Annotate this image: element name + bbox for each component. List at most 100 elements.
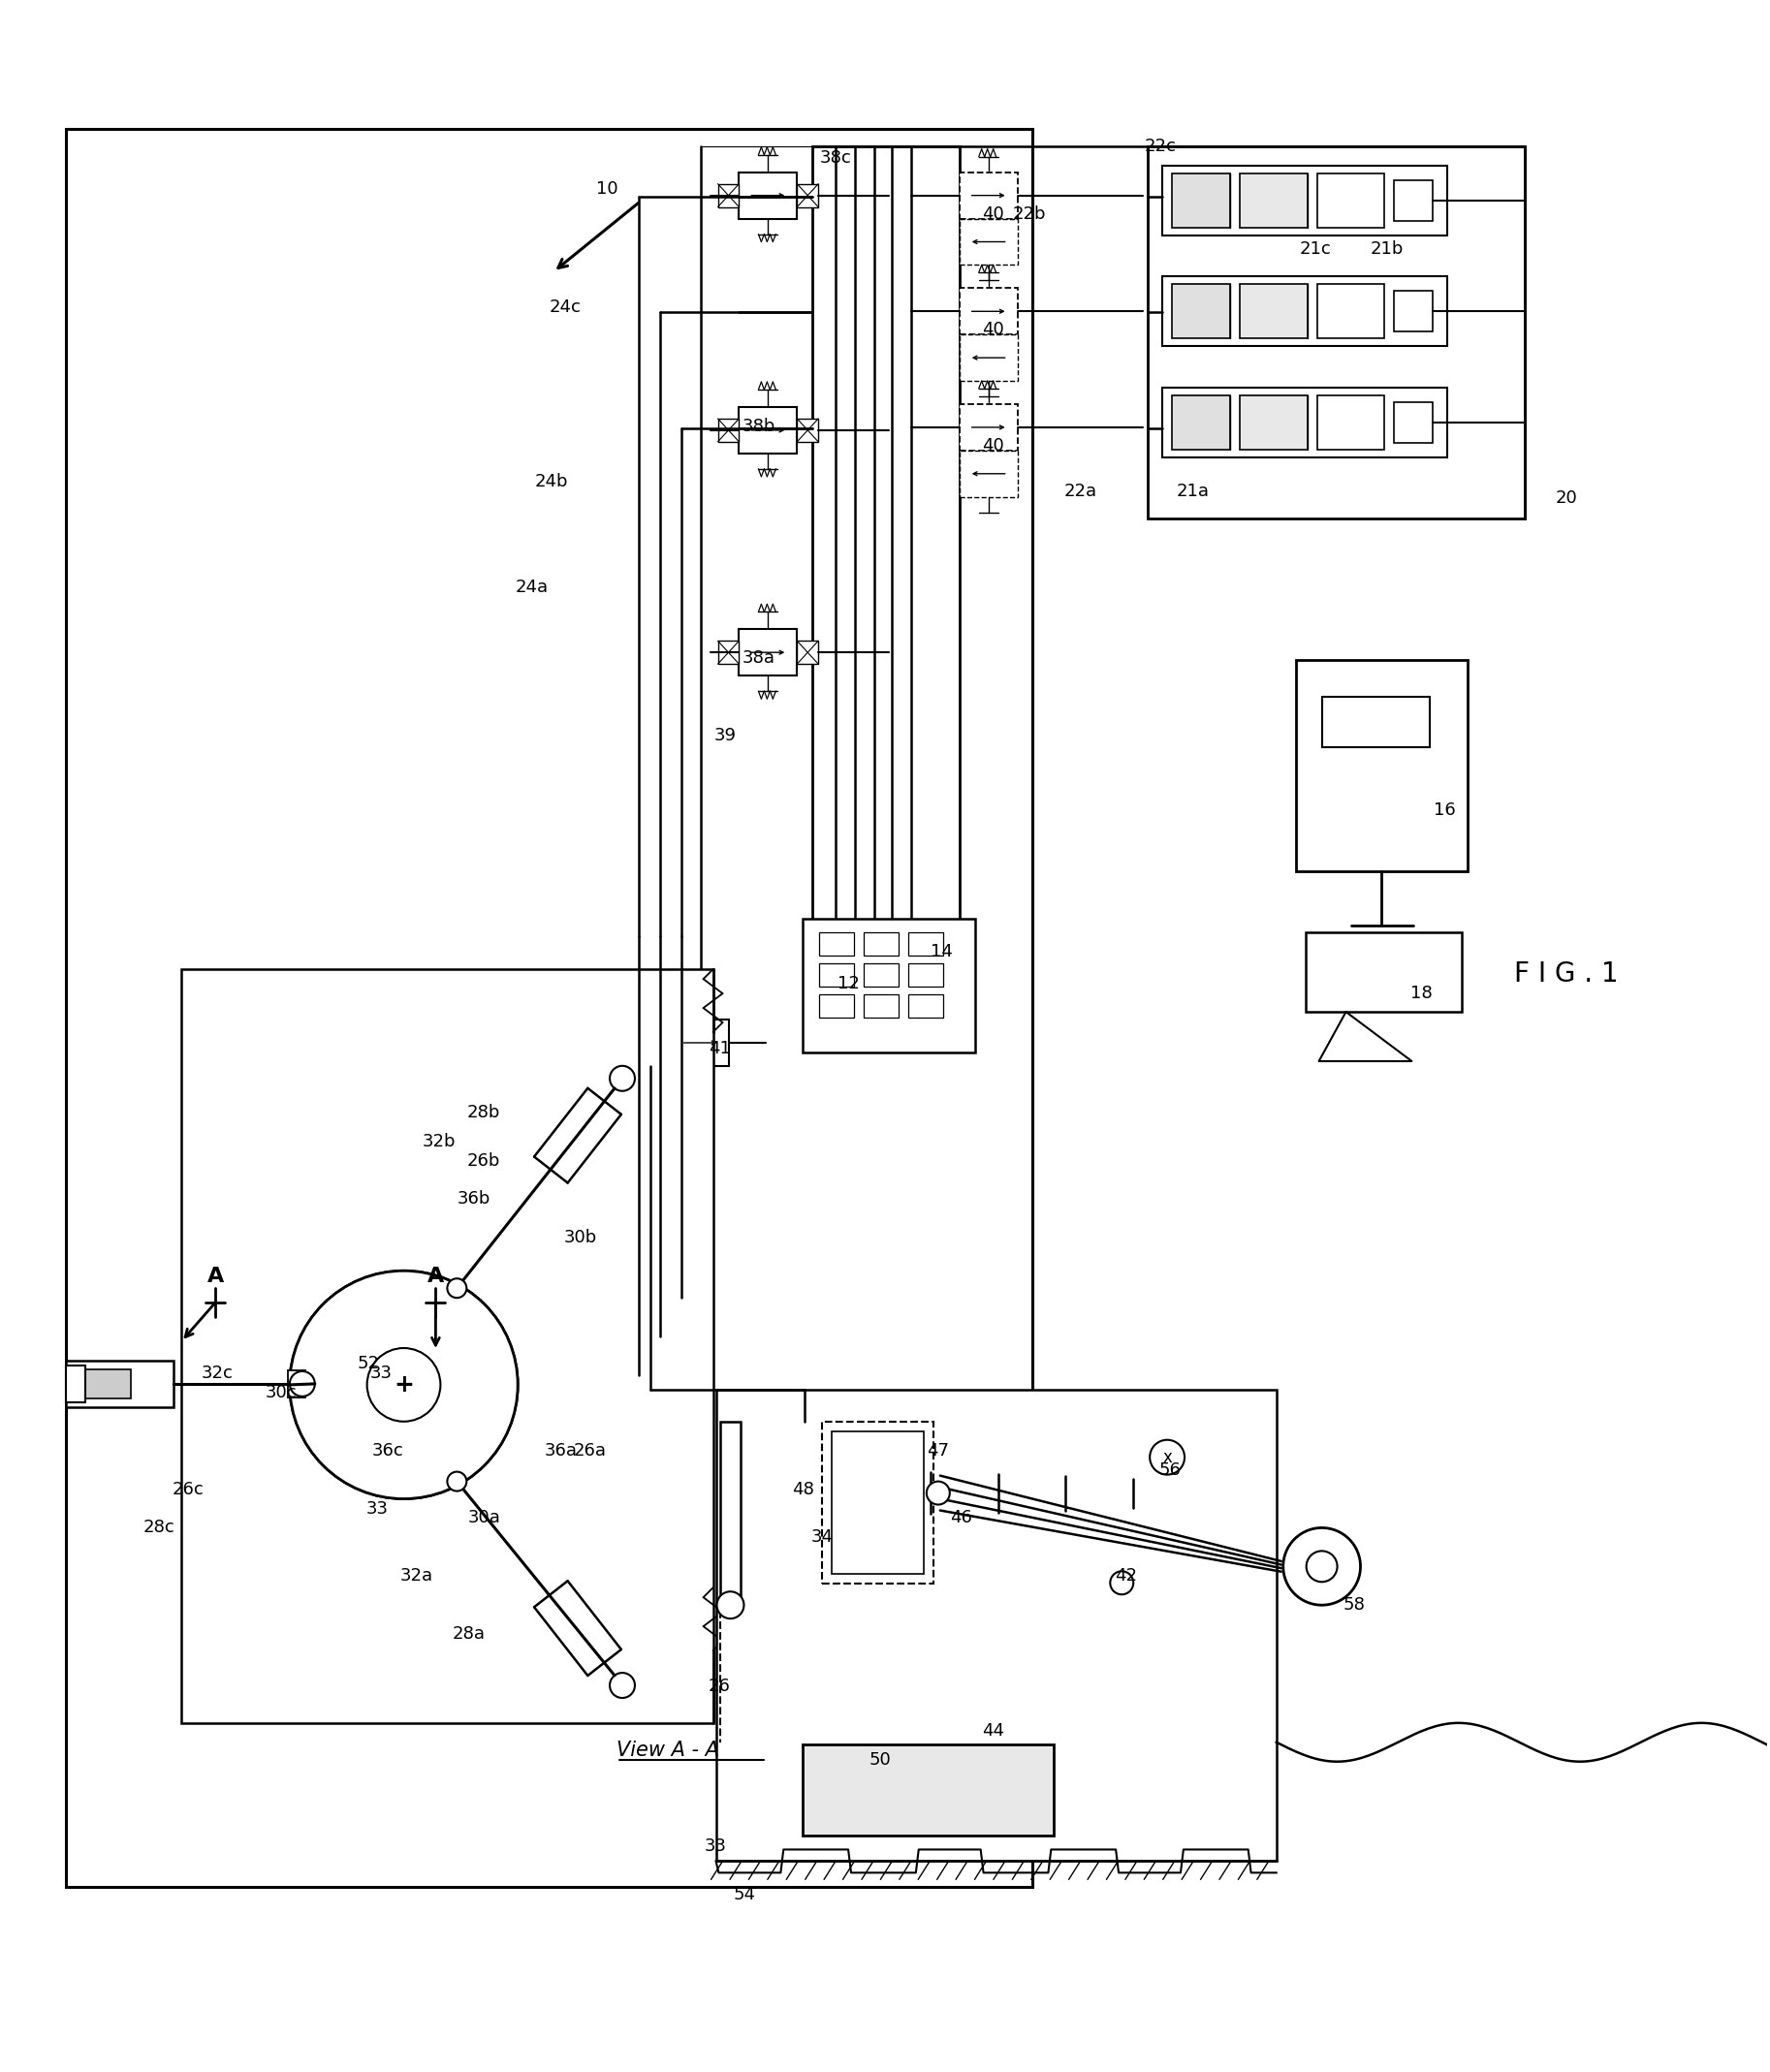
Text: 33: 33 — [366, 1500, 389, 1517]
Bar — [182, 970, 713, 1724]
Circle shape — [290, 1270, 519, 1498]
Circle shape — [290, 1270, 519, 1498]
Bar — [1239, 174, 1308, 228]
Text: 26a: 26a — [573, 1442, 607, 1459]
Text: 24a: 24a — [515, 578, 549, 597]
Bar — [820, 932, 855, 955]
Bar — [832, 1432, 924, 1575]
Text: 39: 39 — [715, 727, 736, 744]
Bar — [1296, 661, 1467, 870]
Bar — [820, 995, 855, 1017]
Bar — [864, 995, 899, 1017]
Text: 40: 40 — [982, 437, 1004, 454]
Circle shape — [1151, 1440, 1184, 1475]
Text: 20: 20 — [1556, 489, 1577, 506]
Bar — [1172, 174, 1230, 228]
Bar — [864, 932, 899, 955]
Text: 22b: 22b — [1012, 205, 1046, 222]
Text: x: x — [1163, 1448, 1172, 1467]
Text: 14: 14 — [931, 943, 952, 961]
Bar — [797, 640, 818, 663]
Text: 38b: 38b — [742, 419, 775, 435]
Text: 28a: 28a — [451, 1624, 485, 1643]
Bar — [797, 419, 818, 441]
Text: 36a: 36a — [545, 1442, 577, 1459]
Text: 33: 33 — [370, 1365, 393, 1382]
Text: 50: 50 — [869, 1751, 890, 1767]
Bar — [804, 920, 975, 1053]
Text: 58: 58 — [1343, 1595, 1365, 1614]
Bar — [820, 963, 855, 986]
Bar — [1163, 276, 1448, 346]
Bar — [959, 334, 1018, 381]
Bar — [740, 172, 796, 220]
Bar — [823, 1421, 933, 1583]
Bar — [719, 419, 740, 441]
Text: 33: 33 — [704, 1838, 727, 1854]
Text: F I G . 1: F I G . 1 — [1513, 961, 1618, 988]
Text: 30c: 30c — [266, 1384, 297, 1401]
Bar — [908, 932, 943, 955]
Bar — [65, 128, 1032, 1888]
Text: 26: 26 — [708, 1678, 731, 1695]
Text: 21b: 21b — [1370, 240, 1404, 259]
Bar — [804, 1745, 1055, 1836]
Text: A: A — [207, 1266, 223, 1287]
Bar — [1172, 284, 1230, 338]
Bar — [908, 995, 943, 1017]
Text: 21a: 21a — [1177, 483, 1209, 499]
Bar — [908, 963, 943, 986]
Text: 41: 41 — [708, 1040, 731, 1057]
Bar — [959, 404, 1018, 450]
Text: 40: 40 — [982, 205, 1004, 222]
Text: 32c: 32c — [202, 1365, 234, 1382]
Circle shape — [448, 1278, 467, 1297]
Circle shape — [926, 1481, 950, 1504]
Circle shape — [609, 1672, 635, 1697]
Bar — [797, 184, 818, 207]
Circle shape — [609, 1065, 635, 1092]
Text: 26b: 26b — [467, 1152, 501, 1169]
Bar — [1322, 696, 1430, 748]
Text: 38c: 38c — [820, 149, 851, 166]
Text: 12: 12 — [837, 976, 860, 992]
Bar — [1239, 396, 1308, 450]
Text: 26c: 26c — [172, 1479, 204, 1498]
Circle shape — [1306, 1552, 1338, 1581]
Text: 18: 18 — [1411, 984, 1432, 1003]
Text: 48: 48 — [791, 1479, 814, 1498]
Text: 24b: 24b — [535, 472, 568, 491]
Text: 30b: 30b — [565, 1229, 596, 1247]
Bar — [959, 220, 1018, 265]
Bar — [671, 1019, 729, 1065]
Bar — [78, 1370, 131, 1399]
Bar — [812, 147, 959, 937]
Bar — [1306, 932, 1462, 1011]
Bar — [1239, 284, 1308, 338]
Bar — [1172, 396, 1230, 450]
Text: 36b: 36b — [458, 1191, 490, 1208]
Circle shape — [1110, 1571, 1133, 1595]
Bar — [720, 1421, 742, 1600]
Text: 44: 44 — [982, 1722, 1004, 1738]
Text: 38a: 38a — [742, 649, 775, 667]
Text: 54: 54 — [735, 1886, 756, 1904]
Text: 42: 42 — [1115, 1566, 1136, 1585]
Text: 32b: 32b — [423, 1133, 457, 1150]
Text: 22a: 22a — [1064, 483, 1097, 499]
Text: 22c: 22c — [1145, 137, 1177, 155]
Bar — [864, 963, 899, 986]
Circle shape — [290, 1372, 315, 1397]
Bar — [740, 406, 796, 454]
Text: A: A — [427, 1266, 444, 1287]
Circle shape — [448, 1471, 467, 1492]
Text: 24c: 24c — [549, 298, 581, 317]
Text: 28b: 28b — [467, 1104, 501, 1121]
Text: 47: 47 — [927, 1442, 949, 1459]
Bar — [1395, 180, 1434, 220]
Bar — [1149, 147, 1524, 518]
Circle shape — [717, 1591, 743, 1618]
Text: 34: 34 — [811, 1529, 834, 1546]
Bar — [715, 1390, 1276, 1861]
Bar — [1317, 396, 1384, 450]
